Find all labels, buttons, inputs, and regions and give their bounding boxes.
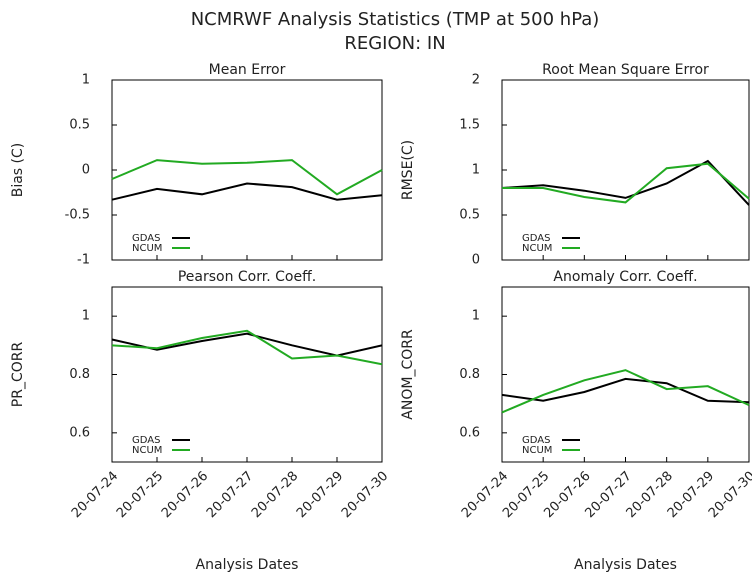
y-tick-label: 1 [82, 73, 90, 88]
y-tick-label: 0.8 [69, 367, 90, 382]
y-axis-label: PR_CORR [10, 342, 26, 408]
y-tick-label: 0 [82, 163, 90, 178]
legend-label: NCUM [522, 445, 552, 456]
series-line [502, 162, 750, 204]
panel-title: Anomaly Corr. Coeff. [553, 269, 697, 285]
legend-label: GDAS [522, 435, 550, 446]
panel-title: Root Mean Square Error [542, 62, 709, 78]
y-tick-label: 0.6 [69, 425, 90, 440]
series-line [501, 377, 750, 404]
figure-title: NCMRWF Analysis Statistics (TMP at 500 h… [191, 9, 600, 30]
series-line [111, 159, 383, 196]
series-line [111, 182, 383, 201]
legend-label: NCUM [132, 445, 162, 456]
panel-title: Pearson Corr. Coeff. [178, 269, 316, 285]
y-axis-label: RMSE(C) [400, 140, 416, 200]
y-tick-label: 0.5 [459, 208, 480, 223]
y-tick-label: 0 [472, 253, 480, 268]
legend-label: GDAS [522, 233, 550, 244]
panel-title: Mean Error [209, 62, 286, 78]
y-tick-label: 0.8 [459, 367, 480, 382]
legend-label: NCUM [522, 243, 552, 254]
figure-subtitle: REGION: IN [344, 33, 445, 54]
y-tick-label: 1 [472, 309, 480, 324]
series-line [501, 159, 750, 206]
y-tick-label: 0.5 [69, 118, 90, 133]
y-tick-label: -1 [77, 253, 90, 268]
x-axis-label: Analysis Dates [196, 557, 299, 573]
y-tick-label: 1 [82, 309, 90, 324]
y-tick-label: 1 [472, 163, 480, 178]
y-tick-label: 0.6 [459, 425, 480, 440]
y-tick-label: -0.5 [65, 208, 90, 223]
y-axis-label: ANOM_CORR [400, 329, 416, 420]
legend-label: NCUM [132, 243, 162, 254]
series-line [111, 329, 383, 366]
x-axis-label: Analysis Dates [574, 557, 677, 573]
y-tick-label: 1.5 [459, 118, 480, 133]
legend-label: GDAS [132, 233, 160, 244]
y-tick-label: 2 [472, 73, 480, 88]
y-axis-label: Bias (C) [10, 143, 26, 198]
legend-label: GDAS [132, 435, 160, 446]
series-line [501, 369, 750, 414]
